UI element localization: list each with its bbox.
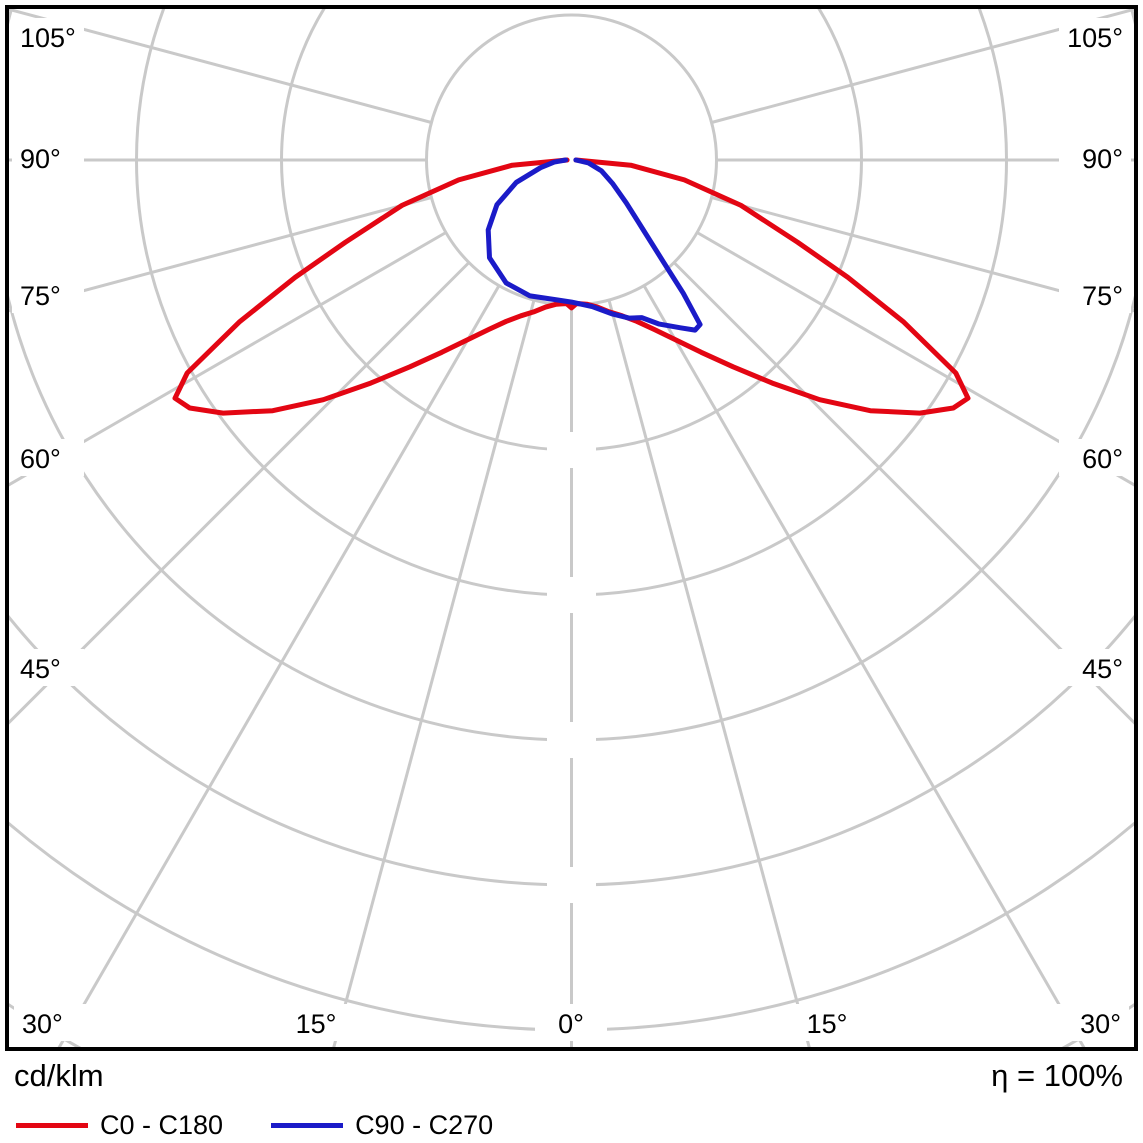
grid-circle-1 xyxy=(425,13,718,307)
label-mask xyxy=(535,1004,607,1041)
grid-radial--75 xyxy=(9,196,432,313)
angle-label-left-3: 60° xyxy=(20,444,61,474)
label-mask xyxy=(791,1004,863,1041)
angle-label-left-0: 105° xyxy=(20,23,76,53)
label-mask xyxy=(1059,18,1131,55)
intensity-curves xyxy=(172,157,971,416)
legend-label-c90-c270: C90 - C270 xyxy=(355,1110,494,1140)
angle-label-bottom-2: 0° xyxy=(558,1009,584,1039)
legend-line-red xyxy=(16,1123,88,1128)
legend-item-c0-c180: C0 - C180 xyxy=(16,1110,223,1141)
label-mask xyxy=(280,1004,352,1041)
legend-line-blue xyxy=(271,1123,344,1128)
plot-border xyxy=(5,5,1138,1051)
label-mask xyxy=(1059,439,1131,476)
label-mask xyxy=(12,276,84,313)
legend-item-c90-c270: C90 - C270 xyxy=(271,1110,493,1141)
label-mask xyxy=(12,649,84,686)
efficiency-label: η = 100% xyxy=(991,1058,1123,1093)
polar-chart: 105° 90° 75° 60° 45° 105° 90° 75° 60° 45° 30° 15° 0°… xyxy=(5,5,1138,1051)
angle-label-left-1: 90° xyxy=(20,144,61,174)
angle-labels: 105° 90° 75° 60° 45° 105° 90° 75° 60° 45° 30° 15° 0°… xyxy=(20,23,1123,1039)
angle-label-bottom-0: 30° xyxy=(22,1009,63,1039)
legend: C0 - C180 C90 - C270 xyxy=(0,1094,1143,1141)
angle-label-bottom-1: 15° xyxy=(296,1009,337,1039)
ring-label-blank-1 xyxy=(547,577,596,613)
units-label: cd/klm xyxy=(14,1058,104,1093)
angle-label-right-1: 90° xyxy=(1082,144,1123,174)
label-mask xyxy=(12,18,84,55)
grid-radial-15 xyxy=(607,299,811,1047)
grid-radial--15 xyxy=(332,299,536,1047)
angle-label-bottom-4: 30° xyxy=(1080,1009,1121,1039)
grid-radial--45 xyxy=(9,261,471,725)
label-mask xyxy=(1059,276,1131,313)
angle-label-right-2: 75° xyxy=(1082,281,1123,311)
ring-label-blank-0 xyxy=(547,432,596,468)
legend-label-c0-c180: C0 - C180 xyxy=(100,1110,224,1140)
angle-label-bottom-3: 15° xyxy=(807,1009,848,1039)
grid-radial--105 xyxy=(9,9,432,124)
label-mask xyxy=(12,139,84,176)
grid-radial--30 xyxy=(57,284,501,1047)
angle-label-right-0: 105° xyxy=(1067,23,1123,53)
footer: cd/klm η = 100% C0 - C180 C90 - C270 xyxy=(0,1052,1143,1143)
angle-label-right-4: 45° xyxy=(1082,654,1123,684)
footer-top-row: cd/klm η = 100% xyxy=(0,1052,1143,1094)
curve-c90-c270 xyxy=(485,157,703,333)
curve-c0-c180 xyxy=(172,157,971,416)
label-masks xyxy=(12,18,1131,1041)
grid-radial-45 xyxy=(672,261,1134,725)
ring-label-blank-2 xyxy=(547,722,596,758)
label-mask xyxy=(1059,649,1131,686)
grid-radial-60 xyxy=(696,231,1134,487)
angle-label-left-4: 45° xyxy=(20,654,61,684)
angle-label-left-2: 75° xyxy=(20,281,61,311)
grid-radial-30 xyxy=(642,284,1086,1047)
label-mask xyxy=(1059,139,1131,176)
angle-label-right-3: 60° xyxy=(1082,444,1123,474)
grid-radial--60 xyxy=(9,231,447,487)
ring-label-blank-3 xyxy=(547,867,596,903)
grid-radial-75 xyxy=(711,196,1134,313)
label-mask xyxy=(12,439,84,476)
label-mask xyxy=(14,1004,86,1041)
label-mask xyxy=(1057,1004,1129,1041)
grid-radial-105 xyxy=(711,9,1134,124)
